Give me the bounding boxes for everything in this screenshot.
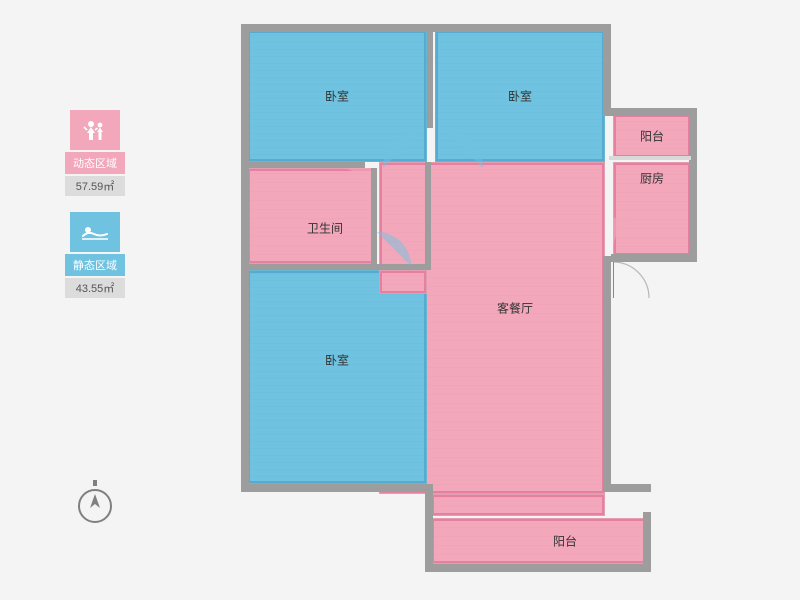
wall — [611, 254, 697, 262]
legend-dynamic-value: 57.59㎡ — [65, 176, 125, 196]
legend-static-icon-box — [70, 212, 120, 252]
wall — [603, 108, 697, 116]
door-arc — [613, 262, 651, 300]
legend-panel: 动态区域 57.59㎡ 静态区域 43.55㎡ — [60, 110, 130, 314]
people-icon — [81, 119, 109, 141]
room-balcony-top — [613, 114, 691, 158]
wall — [241, 484, 433, 492]
legend-static-value: 43.55㎡ — [65, 278, 125, 298]
wall — [425, 564, 651, 572]
wall — [427, 28, 433, 128]
door-arc — [377, 232, 413, 268]
door-arc — [383, 130, 423, 170]
room-living-notch — [431, 494, 605, 516]
door-arc — [445, 130, 485, 170]
floorplan: 卧室卧室阳台厨房卫生间客餐厅卧室阳台 — [235, 18, 715, 580]
door-arc — [613, 218, 647, 252]
wall — [643, 512, 651, 570]
legend-dynamic-label: 动态区域 — [65, 152, 125, 174]
legend-dynamic-icon-box — [70, 110, 120, 150]
wall — [241, 24, 609, 32]
wall — [425, 512, 433, 570]
rest-icon — [80, 223, 110, 241]
legend-static-label: 静态区域 — [65, 254, 125, 276]
room-balcony-bottom — [431, 518, 646, 564]
room-hall-strip — [379, 270, 427, 294]
legend-static: 静态区域 43.55㎡ — [60, 212, 130, 298]
compass-icon — [75, 480, 115, 528]
legend-dynamic: 动态区域 57.59㎡ — [60, 110, 130, 196]
wall — [603, 24, 611, 114]
wall-light — [609, 156, 691, 160]
wall — [689, 108, 697, 260]
wall — [425, 162, 431, 270]
wall — [241, 24, 249, 490]
room-bedroom-bottom — [247, 270, 427, 484]
door-arc — [339, 168, 373, 202]
wall — [603, 256, 611, 492]
